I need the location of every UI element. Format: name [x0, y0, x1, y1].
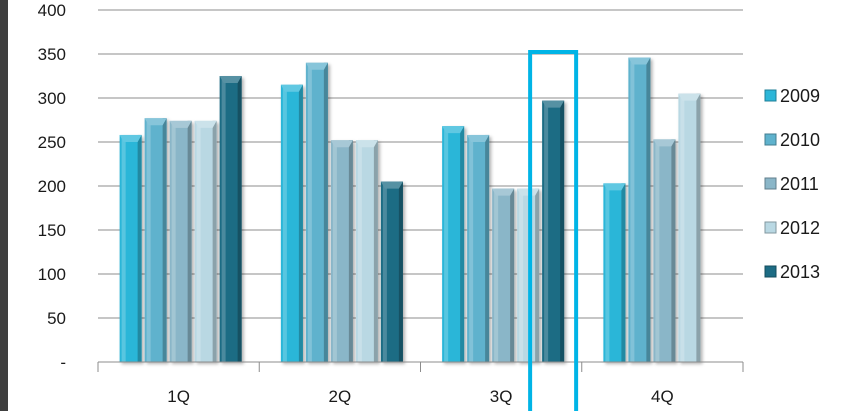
bar-2Q-2010 [305, 62, 328, 363]
legend-swatch [764, 89, 777, 102]
x-category-label: 2Q [329, 387, 352, 406]
y-tick-label: 200 [38, 177, 66, 196]
legend-label: 2012 [780, 218, 820, 238]
bar-4Q-2009 [603, 183, 626, 362]
y-tick-label: - [60, 353, 66, 372]
y-axis-tick-labels: - 50 100 150 200 250 300 350 400 [38, 1, 66, 372]
legend-item-2013: 2013 [764, 262, 820, 282]
legend-swatch [764, 265, 777, 278]
legend-label: 2011 [780, 174, 819, 194]
legend-item-2011: 2011 [764, 174, 819, 194]
legend-item-2012: 2012 [764, 218, 820, 238]
bar-4Q-2010 [628, 57, 651, 363]
highlight-box [528, 50, 579, 411]
x-category-label: 1Q [167, 387, 190, 406]
bar-1Q-2010 [144, 118, 167, 363]
bar-2Q-2011 [330, 140, 353, 362]
bar-4Q-2011 [653, 139, 676, 362]
bar-3Q-2009 [442, 126, 465, 362]
bar-2Q-2013 [380, 181, 403, 362]
x-category-label: 3Q [490, 387, 513, 406]
bar-4Q-2012 [678, 93, 701, 362]
legend-swatch [764, 177, 777, 190]
bar-2Q-2009 [280, 84, 303, 363]
y-tick-label: 250 [38, 133, 66, 152]
legend-label: 2010 [780, 130, 820, 150]
y-tick-label: 400 [38, 1, 66, 20]
y-tick-label: 150 [38, 221, 66, 240]
bar-3Q-2010 [467, 134, 490, 362]
bars [119, 57, 701, 363]
bar-1Q-2012 [194, 120, 217, 362]
legend-label: 2013 [780, 262, 820, 282]
highlight-rectangle [528, 50, 579, 411]
x-axis-category-labels: 1Q 2Q 3Q 4Q [167, 387, 673, 406]
bar-3Q-2013 [542, 100, 565, 362]
legend-label: 2009 [780, 86, 820, 106]
bar-2Q-2012 [355, 140, 378, 362]
legend-item-2010: 2010 [764, 130, 820, 150]
legend-swatch [764, 221, 777, 234]
y-tick-label: 350 [38, 45, 66, 64]
bar-1Q-2011 [169, 120, 192, 362]
bar-1Q-2013 [219, 76, 242, 362]
legend-swatch [764, 133, 777, 146]
chart-panel: -50 100 150 200 250 300 350 400 1Q 2Q 3Q 4Q 2009 20… [8, 0, 859, 411]
legend-item-2009: 2009 [764, 86, 820, 106]
legend: 2009 2010 2011 2012 2013 [764, 86, 820, 282]
y-tick-label: 300 [38, 89, 66, 108]
y-tick-label: 50 [47, 309, 66, 328]
y-tick-label: 100 [38, 265, 66, 284]
x-category-label: 4Q [651, 387, 674, 406]
x-axis [97, 361, 744, 372]
bar-3Q-2011 [492, 188, 515, 362]
bar-1Q-2009 [119, 134, 142, 362]
